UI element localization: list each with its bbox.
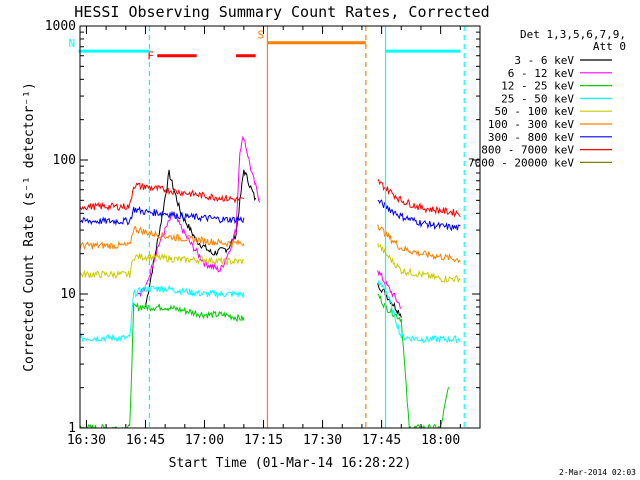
series-line-1 [137,135,261,298]
series-line-5 [377,224,461,264]
series-line-0 [145,169,257,308]
series-line-6 [377,199,461,232]
legend-entry-label: 12 - 25 keV [501,80,574,93]
series-line-1 [377,270,402,309]
x-axis: 16:30 16:45 17:00 17:15 17:30 17:45 18:00 [67,26,481,448]
legend-entry-label: 800 - 7000 keV [481,144,574,157]
series-line-2 [377,293,449,428]
legend-entry-label: 6 - 12 keV [508,67,575,80]
series-line-4 [377,242,461,283]
series-line-3 [80,283,245,343]
x-tick-label: 16:30 [67,433,106,448]
legend-entry-label: 7000 - 20000 keV [468,156,574,169]
legend-header-line-2: Att 0 [593,40,626,53]
series-layer [80,135,461,428]
series-line-7 [80,182,245,211]
series-line-2 [80,302,245,428]
x-tick-label: 17:00 [185,433,224,448]
x-tick-label: 17:45 [362,433,401,448]
series-line-7 [377,178,461,218]
chart-title: HESSI Observing Summary Count Rates, Cor… [74,3,489,21]
annotation-label-S: S [257,29,264,42]
x-tick-label: 17:30 [303,433,342,448]
legend-entry-label: 3 - 6 keV [514,54,574,67]
series-line-5 [80,225,245,250]
legend-entry-label: 100 - 300 keV [488,118,574,131]
y-tick-label: 100 [53,153,76,168]
y-axis-label: Corrected Count Rate (s⁻¹ detector⁻¹) [22,82,37,372]
series-line-6 [80,206,245,226]
plot-frame [79,25,481,429]
y-axis: 1 10 100 1000 [45,19,480,436]
legend-entry-label: 50 - 100 keV [495,105,575,118]
y-tick-label: 10 [60,287,76,302]
annotation-layer: F N S [69,26,465,428]
x-axis-label: Start Time (01-Mar-14 16:28:22) [169,456,412,471]
x-tick-label: 16:45 [126,433,165,448]
x-tick-label: 17:15 [244,433,283,448]
footer-date: 2-Mar-2014 02:03 [559,468,636,477]
legend-header-line-1: Det 1,3,5,6,7,9, [520,28,626,41]
annotation-label-F: F [147,50,154,63]
series-line-3 [377,279,461,344]
annotation-label-N: N [69,37,76,50]
legend-entry-label: 25 - 50 keV [501,92,574,105]
series-line-4 [80,252,244,280]
y-tick-label: 1 [68,421,76,436]
legend-entry-label: 300 - 800 keV [488,131,574,144]
x-tick-label: 18:00 [421,433,460,448]
y-tick-label: 1000 [45,19,76,34]
